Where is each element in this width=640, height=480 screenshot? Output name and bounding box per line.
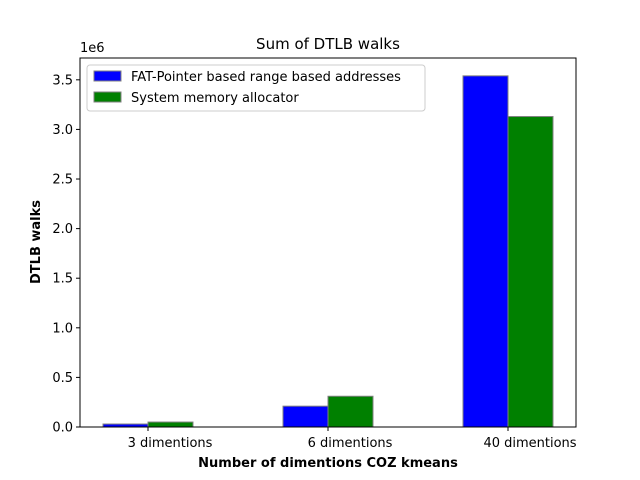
y-tick-label: 2.0 [52, 222, 73, 237]
x-tick-label: 3 dimentions [128, 436, 213, 451]
bar-series-0-category-2 [462, 75, 509, 428]
bars-group [102, 75, 554, 428]
legend-label-system-allocator: System memory allocator [131, 91, 299, 106]
x-axis-label: Number of dimentions COZ kmeans [198, 456, 458, 471]
y-tick-label: 0.0 [52, 421, 73, 436]
y-axis-offset-label: 1e6 [80, 41, 105, 56]
legend-label-fat-pointer: FAT-Pointer based range based addresses [131, 70, 401, 85]
legend-swatch-system-allocator [93, 91, 122, 103]
y-tick-label: 3.0 [52, 123, 73, 138]
y-tick-label: 1.5 [52, 272, 73, 287]
legend-box [86, 64, 426, 112]
y-axis-label: DTLB walks [29, 200, 44, 284]
legend: FAT-Pointer based range based addresses … [86, 64, 426, 112]
x-tick-label: 40 dimentions [483, 436, 576, 451]
y-tick-label: 0.5 [52, 371, 73, 386]
legend-swatch-fat-pointer [93, 70, 122, 82]
bar-series-1-category-2 [507, 116, 554, 428]
x-tick-label: 6 dimentions [308, 436, 393, 451]
chart-title: Sum of DTLB walks [256, 35, 400, 53]
bar-series-1-category-0 [147, 421, 194, 428]
plot-area-frame [79, 57, 577, 428]
bar-series-1-category-1 [327, 395, 374, 428]
x-ticks: 3 dimentions 6 dimentions 40 dimentions [128, 427, 577, 451]
y-tick-label: 3.5 [52, 73, 73, 88]
y-ticks: 0.0 0.5 1.0 1.5 2.0 2.5 3.0 3.5 [52, 73, 80, 436]
y-tick-label: 2.5 [52, 173, 73, 188]
bar-series-0-category-1 [282, 405, 329, 428]
y-tick-label: 1.0 [52, 321, 73, 336]
